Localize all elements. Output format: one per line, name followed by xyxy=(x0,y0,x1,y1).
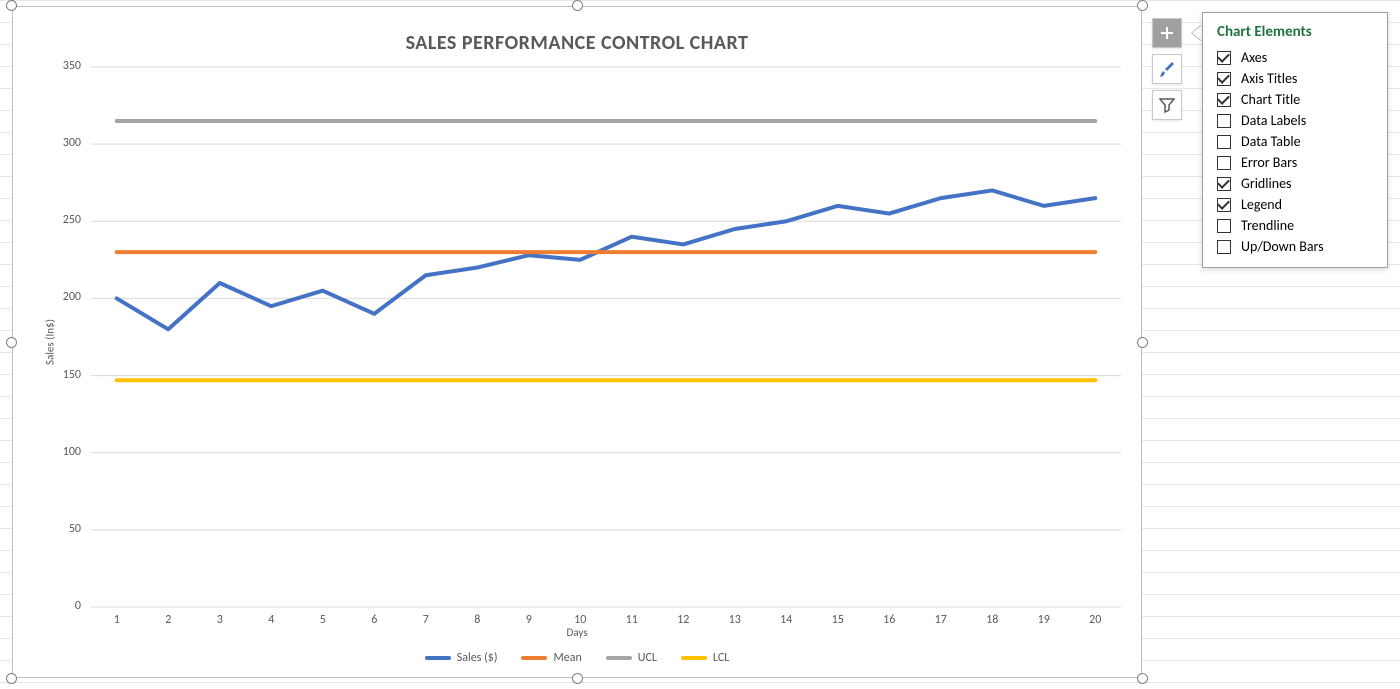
checkbox[interactable] xyxy=(1217,156,1231,170)
legend-item[interactable]: UCL xyxy=(606,651,657,665)
legend-label: UCL xyxy=(638,651,657,665)
legend-swatch xyxy=(425,656,451,660)
legend-item[interactable]: Mean xyxy=(521,651,581,665)
x-tick-label: 8 xyxy=(467,613,487,627)
selection-handle[interactable] xyxy=(1137,0,1148,11)
x-tick-label: 7 xyxy=(416,613,436,627)
legend-item[interactable]: Sales ($) xyxy=(425,651,498,665)
x-axis-title[interactable]: Days xyxy=(13,626,1141,639)
selection-handle[interactable] xyxy=(572,0,583,11)
x-tick-label: 17 xyxy=(931,613,951,627)
x-tick-label: 12 xyxy=(673,613,693,627)
y-tick-label: 250 xyxy=(63,213,81,227)
checkbox[interactable] xyxy=(1217,72,1231,86)
chart-element-option[interactable]: Gridlines xyxy=(1213,173,1373,194)
legend-label: Mean xyxy=(553,651,581,665)
x-tick-label: 15 xyxy=(828,613,848,627)
y-axis-title[interactable]: Sales (In$) xyxy=(43,319,56,365)
x-tick-label: 1 xyxy=(107,613,127,627)
chart-element-option[interactable]: Legend xyxy=(1213,194,1373,215)
chart-styles-button[interactable] xyxy=(1152,54,1182,84)
y-tick-label: 200 xyxy=(63,290,81,304)
chart-element-label: Axes xyxy=(1241,49,1267,66)
checkbox[interactable] xyxy=(1217,114,1231,128)
chart-element-label: Up/Down Bars xyxy=(1241,238,1324,255)
chart-elements-button[interactable] xyxy=(1152,18,1182,48)
funnel-icon xyxy=(1159,97,1175,113)
y-tick-label: 350 xyxy=(63,59,81,73)
legend-label: LCL xyxy=(713,651,729,665)
chart-element-option[interactable]: Data Table xyxy=(1213,131,1373,152)
chart-element-option[interactable]: Data Labels xyxy=(1213,110,1373,131)
chart-filters-button[interactable] xyxy=(1152,90,1182,120)
chart-plot-area[interactable] xyxy=(13,7,1143,679)
x-tick-label: 4 xyxy=(261,613,281,627)
chart-elements-panel-title: Chart Elements xyxy=(1217,23,1373,41)
chart-element-option[interactable]: Axes xyxy=(1213,47,1373,68)
chart-element-label: Data Labels xyxy=(1241,112,1306,129)
y-tick-label: 0 xyxy=(75,599,81,613)
checkbox[interactable] xyxy=(1217,51,1231,65)
y-tick-label: 50 xyxy=(69,522,81,536)
x-tick-label: 2 xyxy=(158,613,178,627)
legend-swatch xyxy=(681,656,707,660)
chart-element-label: Axis Titles xyxy=(1241,70,1297,87)
chart-element-option[interactable]: Chart Title xyxy=(1213,89,1373,110)
selection-handle[interactable] xyxy=(6,673,17,684)
x-tick-label: 10 xyxy=(570,613,590,627)
x-tick-label: 5 xyxy=(313,613,333,627)
chart-element-option[interactable]: Error Bars xyxy=(1213,152,1373,173)
x-tick-label: 16 xyxy=(879,613,899,627)
chart-element-label: Chart Title xyxy=(1241,91,1300,108)
selection-handle[interactable] xyxy=(6,337,17,348)
x-tick-label: 14 xyxy=(776,613,796,627)
legend-label: Sales ($) xyxy=(457,651,498,665)
y-tick-label: 100 xyxy=(63,445,81,459)
legend-swatch xyxy=(521,656,547,660)
panel-callout-pointer xyxy=(1192,25,1202,41)
plus-icon xyxy=(1159,25,1175,41)
chart-element-option[interactable]: Axis Titles xyxy=(1213,68,1373,89)
chart-element-label: Legend xyxy=(1241,196,1282,213)
selection-handle[interactable] xyxy=(1137,337,1148,348)
chart-element-label: Error Bars xyxy=(1241,154,1297,171)
x-tick-label: 6 xyxy=(364,613,384,627)
brush-icon xyxy=(1159,61,1175,77)
y-tick-label: 150 xyxy=(63,368,81,382)
chart-element-option[interactable]: Trendline xyxy=(1213,215,1373,236)
chart-element-label: Data Table xyxy=(1241,133,1301,150)
checkbox[interactable] xyxy=(1217,198,1231,212)
checkbox[interactable] xyxy=(1217,93,1231,107)
x-tick-label: 9 xyxy=(519,613,539,627)
y-tick-label: 300 xyxy=(63,136,81,150)
chart-elements-panel[interactable]: Chart Elements Axes Axis Titles Chart Titl… xyxy=(1202,12,1388,268)
chart-legend[interactable]: Sales ($) Mean UCL LCL xyxy=(13,651,1141,665)
chart-object[interactable]: SALES PERFORMANCE CONTROL CHART Sales (I… xyxy=(12,6,1142,678)
legend-swatch xyxy=(606,656,632,660)
x-tick-label: 20 xyxy=(1085,613,1105,627)
checkbox[interactable] xyxy=(1217,177,1231,191)
legend-item[interactable]: LCL xyxy=(681,651,729,665)
x-tick-label: 11 xyxy=(622,613,642,627)
chart-element-option[interactable]: Up/Down Bars xyxy=(1213,236,1373,257)
checkbox[interactable] xyxy=(1217,219,1231,233)
chart-element-label: Gridlines xyxy=(1241,175,1292,192)
selection-handle[interactable] xyxy=(1137,673,1148,684)
selection-handle[interactable] xyxy=(572,673,583,684)
chart-element-label: Trendline xyxy=(1241,217,1294,234)
x-tick-label: 3 xyxy=(210,613,230,627)
checkbox[interactable] xyxy=(1217,135,1231,149)
x-tick-label: 18 xyxy=(982,613,1002,627)
checkbox[interactable] xyxy=(1217,240,1231,254)
selection-handle[interactable] xyxy=(6,0,17,11)
x-tick-label: 19 xyxy=(1034,613,1054,627)
x-tick-label: 13 xyxy=(725,613,745,627)
